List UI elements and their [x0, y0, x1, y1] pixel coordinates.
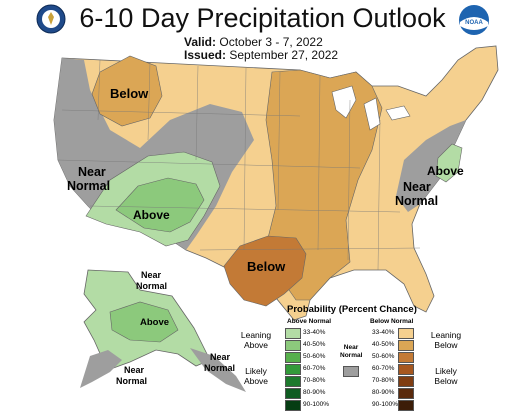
- map-label-below-north: Below: [110, 86, 149, 101]
- legend-below-swatch: [398, 328, 414, 339]
- department-seal-icon: [36, 4, 66, 34]
- east-near-normal-area: [396, 120, 466, 212]
- legend-leaning-above-label-1: Leaning: [240, 330, 272, 340]
- legend-below-range-label: 70-80%: [372, 377, 395, 384]
- legend-leaning-below-label-2: Below: [434, 340, 458, 350]
- legend-above-swatch: [285, 352, 301, 363]
- legend-leaning-above-label: Leaning Above: [238, 330, 274, 350]
- legend-below-swatch: [398, 388, 414, 399]
- legend-below-range-label: 50-60%: [372, 353, 395, 360]
- noaa-logo-icon: NOAA: [459, 5, 489, 35]
- legend-above-swatch: [285, 340, 301, 351]
- noaa-logo-text: NOAA: [465, 20, 483, 26]
- issued-date: Issued: September 27, 2022: [184, 48, 338, 62]
- legend-above-range-label: 40-50%: [303, 341, 326, 348]
- legend-below-swatch: [398, 364, 414, 375]
- legend-title: Probability (Percent Chance): [287, 304, 417, 315]
- legend-near-header-1: Near: [343, 344, 359, 351]
- alaska-southwest-near-normal-area: [80, 350, 122, 388]
- southwest-above-likely-area: [115, 177, 205, 233]
- map-label-alaska-near-se-1: Near: [210, 352, 231, 362]
- legend-near-header: Near Normal: [340, 344, 362, 360]
- east-above-area: [435, 143, 463, 183]
- legend-above-range-label: 50-60%: [303, 353, 326, 360]
- legend-above-range-label: 70-80%: [303, 377, 326, 384]
- legend-above-swatch: [285, 400, 301, 411]
- legend-likely-above-label-1: Likely: [245, 366, 267, 376]
- legend-likely-above-label-2: Above: [243, 376, 269, 386]
- issued-label: Issued:: [184, 48, 227, 62]
- legend-likely-below-label: Likely Below: [428, 366, 464, 386]
- map-label-alaska-near-1: Near: [141, 270, 162, 280]
- map-label-alaska-near-se-2: Normal: [204, 363, 235, 373]
- alaska-likely-above-area: [109, 301, 179, 343]
- legend-above-swatch: [285, 364, 301, 375]
- map-label-alaska-near-sw-1: Near: [124, 365, 145, 375]
- legend-leaning-below-label-1: Leaning: [430, 330, 462, 340]
- texas-below-area: [223, 235, 307, 307]
- legend-below-range-label: 33-40%: [372, 329, 395, 336]
- legend-above-header: Above Normal: [287, 318, 332, 325]
- page-title: 6-10 Day Precipitation Outlook: [79, 3, 446, 33]
- legend-likely-above-label: Likely Above: [238, 366, 274, 386]
- legend-near-header-2: Normal: [340, 352, 363, 359]
- issued-value: September 27, 2022: [229, 48, 339, 62]
- legend-below-range-label: 40-50%: [372, 341, 395, 348]
- legend-below-swatch: [398, 340, 414, 351]
- legend-leaning-above-label-2: Above: [243, 340, 269, 350]
- legend-below-range-label: 80-90%: [372, 389, 395, 396]
- legend-leaning-below-label: Leaning Below: [428, 330, 464, 350]
- legend-below-range-label: 60-70%: [372, 365, 395, 372]
- map-label-near-normal-east-1: Near: [403, 180, 431, 194]
- valid-value: October 3 - 7, 2022: [219, 35, 323, 49]
- map-label-below-texas: Below: [247, 259, 286, 274]
- map-label-above-east: Above: [427, 164, 464, 178]
- legend-above-swatch: [285, 376, 301, 387]
- legend-below-header: Below Normal: [370, 318, 414, 325]
- valid-dates: Valid: October 3 - 7, 2022: [184, 35, 323, 49]
- legend-above-swatch: [285, 388, 301, 399]
- legend-likely-below-label-1: Likely: [435, 366, 457, 376]
- legend-near-swatch: [343, 366, 359, 377]
- legend-above-swatch: [285, 328, 301, 339]
- great-lakes-water: [331, 85, 411, 131]
- map-label-alaska-above: Above: [140, 317, 169, 328]
- map-label-alaska-near-2: Normal: [136, 281, 167, 291]
- legend-above-range-label: 80-90%: [303, 389, 326, 396]
- valid-label: Valid:: [184, 35, 217, 49]
- legend-below-swatch: [398, 352, 414, 363]
- alaska-southeast-near-normal-area: [190, 348, 246, 392]
- map-label-near-normal-east-2: Normal: [395, 194, 438, 208]
- legend-below-swatch: [398, 400, 414, 411]
- map-label-near-normal-west-1: Near: [78, 165, 106, 179]
- state-borders: [57, 59, 421, 271]
- north-below-area: [91, 55, 163, 127]
- legend-below-swatch: [398, 376, 414, 387]
- legend-above-range-label: 33-40%: [303, 329, 326, 336]
- map-label-near-normal-west-2: Normal: [67, 179, 110, 193]
- legend-likely-below-label-2: Below: [434, 376, 458, 386]
- legend-above-range-label: 60-70%: [303, 365, 326, 372]
- map-label-alaska-near-sw-2: Normal: [116, 376, 147, 386]
- map-label-above-southwest: Above: [133, 208, 170, 222]
